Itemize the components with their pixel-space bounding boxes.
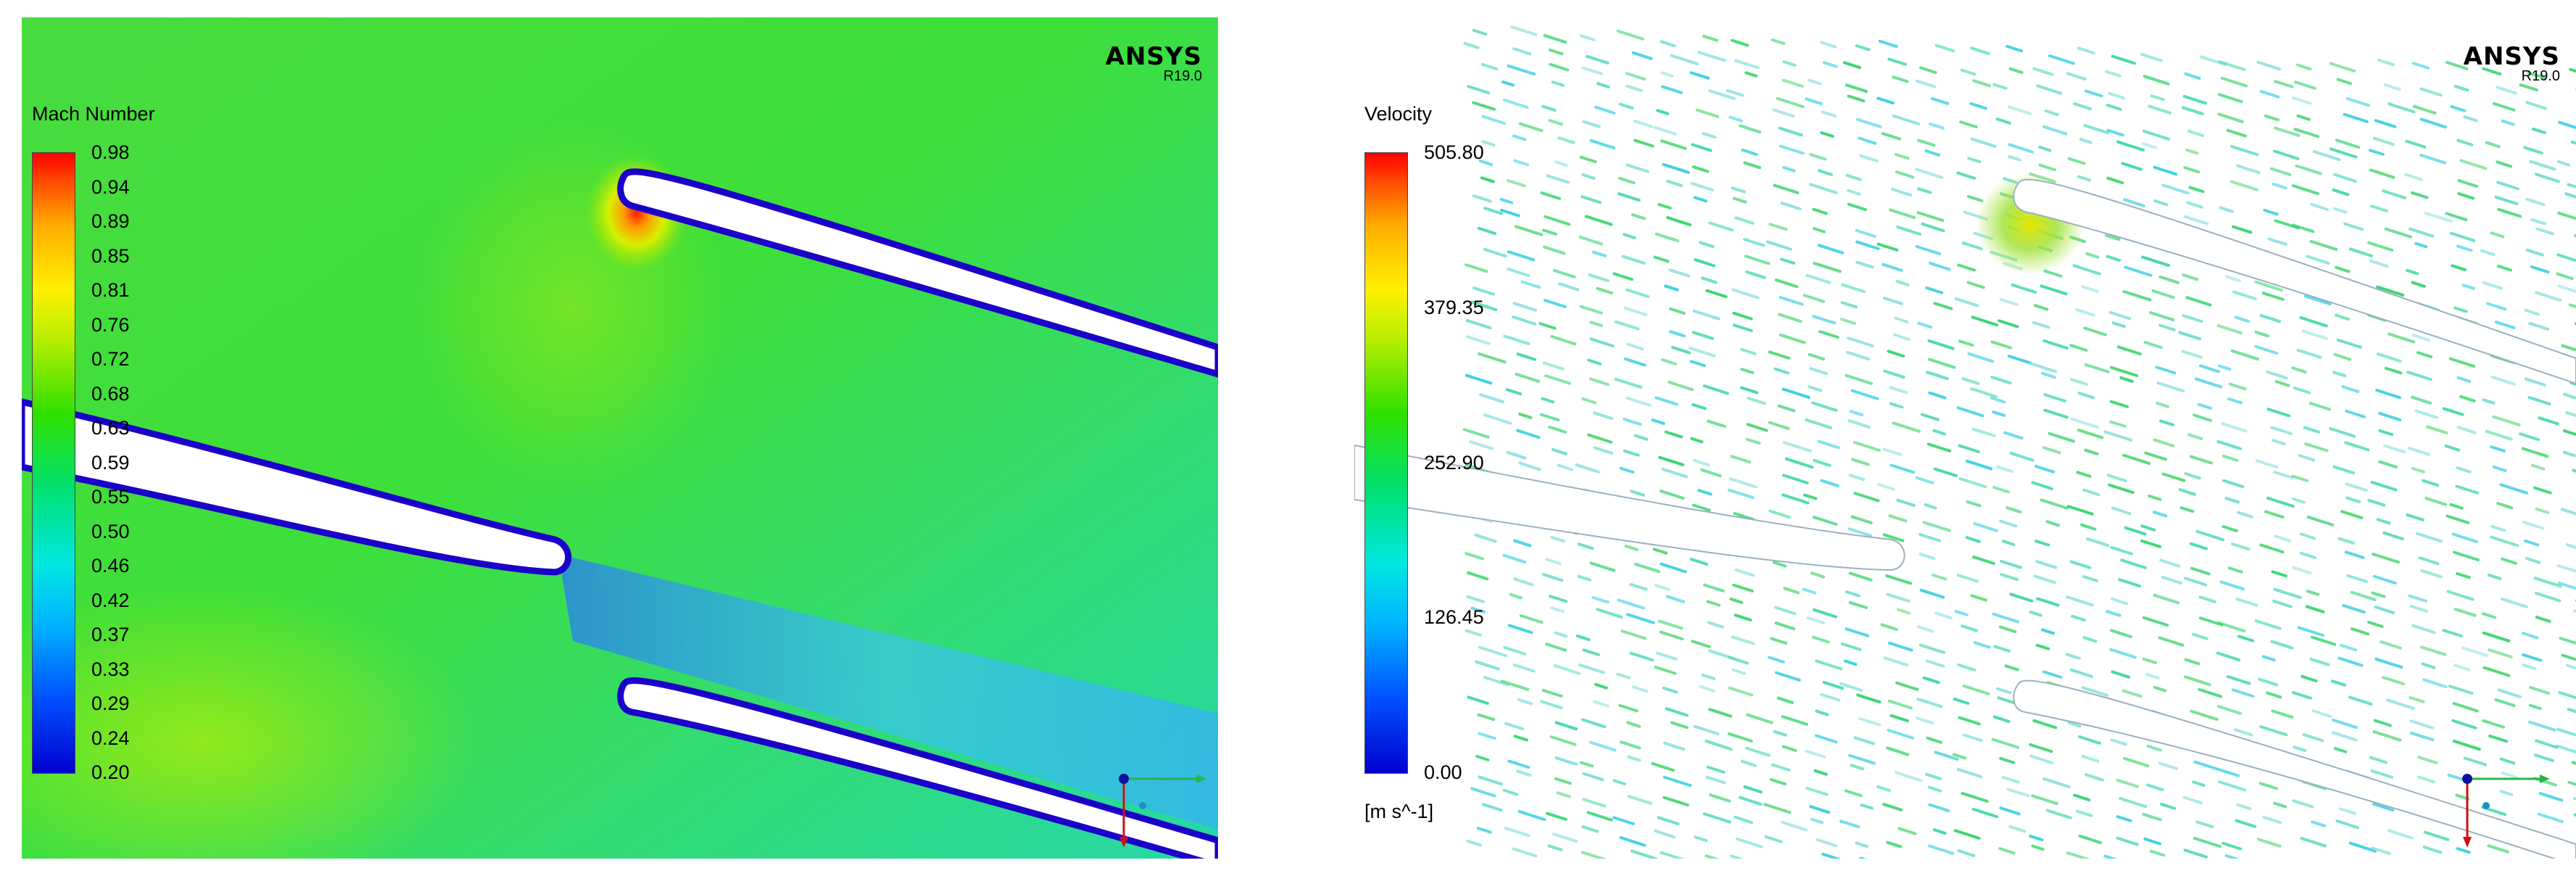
legend-tick: 0.98 (91, 141, 130, 163)
legend-tick: 505.80 (1424, 141, 1484, 163)
blade-top (617, 168, 1218, 378)
legend-tick: 379.35 (1424, 296, 1484, 318)
legend-tick: 0.89 (91, 210, 130, 232)
legend-tick: 0.24 (91, 727, 130, 749)
axis-triad-right (2462, 774, 2550, 848)
blade-bottom (617, 677, 1218, 859)
legend-tick: 0.00 (1424, 761, 1462, 783)
blade-middle (22, 398, 572, 576)
mach-contour-plot (22, 17, 1218, 859)
legend-tick: 0.76 (91, 313, 130, 336)
velocity-color-scale-bar (1364, 152, 1408, 774)
legend-tick: 0.20 (91, 761, 130, 783)
legend-tick: 126.45 (1424, 606, 1484, 629)
legend-tick: 0.55 (91, 486, 130, 508)
ansys-logo: ANSYS R19.0 (1105, 42, 1202, 84)
velocity-legend-title: Velocity (1364, 103, 1433, 125)
vector-blade-bottom (2013, 679, 2576, 859)
legend-tick: 0.81 (91, 279, 130, 301)
legend-tick: 0.94 (91, 175, 130, 198)
axis-triad (1119, 774, 1206, 848)
legend-tick: 0.59 (91, 451, 130, 474)
legend-tick: 0.68 (91, 382, 130, 405)
legend-tick: 0.46 (91, 555, 130, 577)
mach-contour-panel: Mach Number 0.98 0.94 0.89 0.85 0.81 0.76 0.72… (22, 17, 1218, 859)
velocity-unit-label: [m s^-1] (1364, 801, 1434, 822)
legend-title: Mach Number (32, 103, 155, 125)
legend-tick: 0.72 (91, 348, 130, 370)
legend-tick: 0.29 (91, 693, 130, 714)
legend-tick: 0.85 (91, 244, 130, 267)
velocity-vector-panel: Velocity 505.80 379.35 252.90 126.45 0.00 [m… (1354, 17, 2576, 859)
legend-tick: 252.90 (1424, 451, 1484, 474)
legend-tick: 0.33 (91, 658, 130, 680)
velocity-vector-plot (1354, 17, 2576, 859)
legend-tick: 0.42 (91, 589, 130, 611)
color-scale-bar (32, 152, 75, 774)
legend-tick: 0.50 (91, 520, 130, 542)
legend-tick: 0.37 (91, 624, 130, 645)
vector-blade-middle (1354, 444, 1905, 571)
vector-blade-top (2013, 178, 2576, 385)
legend-tick: 0.63 (91, 417, 130, 439)
ansys-logo-right: ANSYS R19.0 (2463, 42, 2560, 84)
